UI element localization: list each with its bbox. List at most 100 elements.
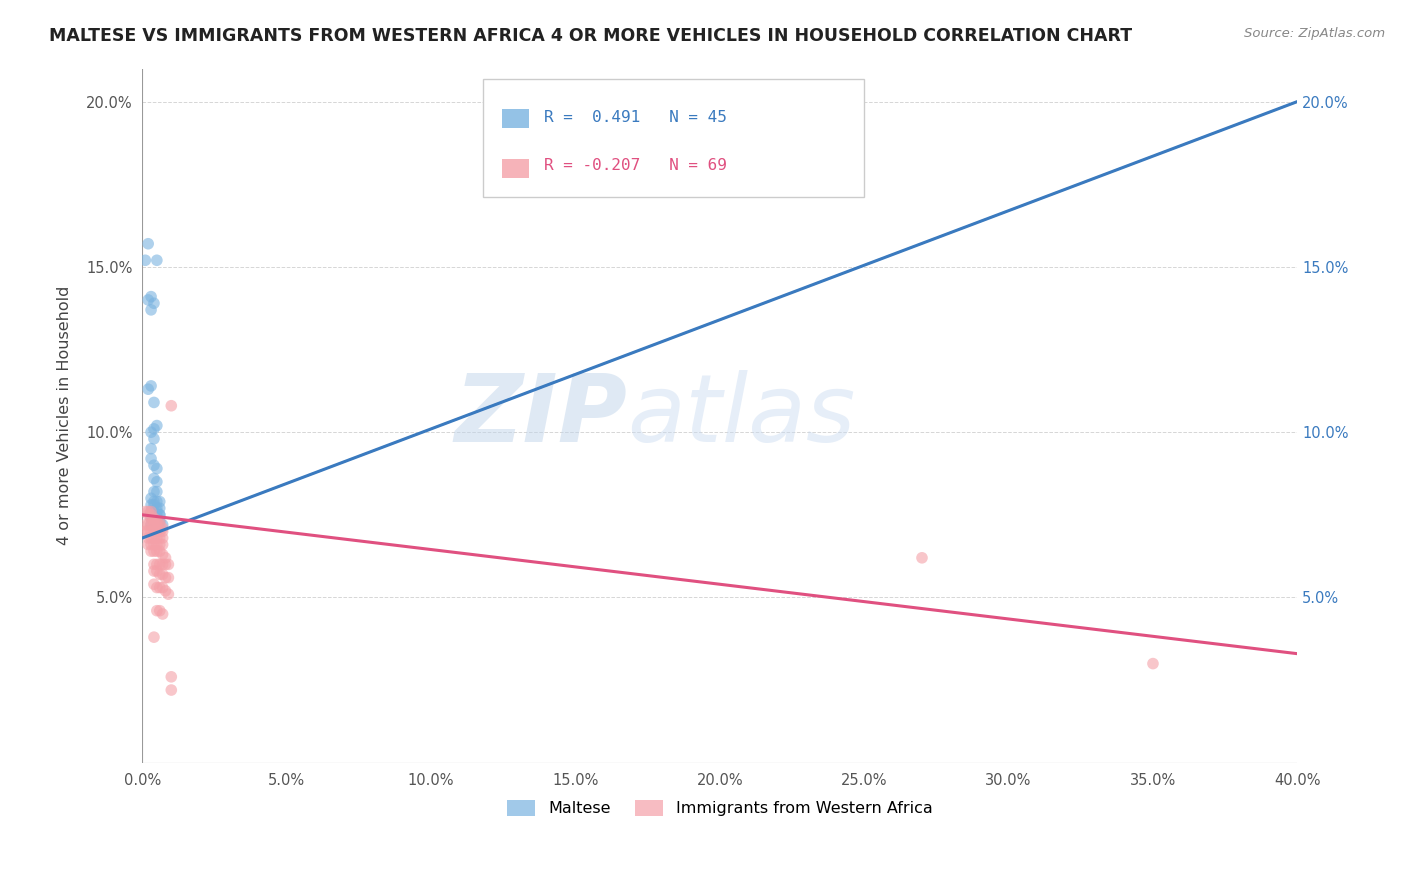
- Point: [146, 515, 169, 529]
- Text: MALTESE VS IMMIGRANTS FROM WESTERN AFRICA 4 OR MORE VEHICLES IN HOUSEHOLD CORREL: MALTESE VS IMMIGRANTS FROM WESTERN AFRIC…: [49, 27, 1132, 45]
- Point: [143, 538, 166, 552]
- Point: [139, 425, 162, 440]
- Point: [139, 524, 162, 539]
- Point: [146, 475, 169, 489]
- Point: [157, 558, 180, 572]
- Point: [149, 508, 172, 522]
- Point: [143, 471, 166, 485]
- Point: [136, 524, 159, 539]
- Point: [152, 531, 174, 545]
- Point: [146, 604, 169, 618]
- Point: [134, 253, 156, 268]
- Point: [146, 517, 169, 532]
- Point: [143, 564, 166, 578]
- Point: [139, 491, 162, 506]
- Point: [143, 494, 166, 508]
- Point: [143, 517, 166, 532]
- Point: [143, 508, 166, 522]
- Point: [149, 494, 172, 508]
- Point: [139, 544, 162, 558]
- Text: Source: ZipAtlas.com: Source: ZipAtlas.com: [1244, 27, 1385, 40]
- Point: [143, 511, 166, 525]
- Y-axis label: 4 or more Vehicles in Household: 4 or more Vehicles in Household: [58, 286, 72, 545]
- Text: R =  0.491   N = 45: R = 0.491 N = 45: [544, 111, 727, 126]
- Point: [139, 451, 162, 466]
- Point: [134, 517, 156, 532]
- Point: [143, 422, 166, 436]
- Point: [149, 538, 172, 552]
- Point: [139, 508, 162, 522]
- Point: [136, 236, 159, 251]
- Point: [146, 515, 169, 529]
- Point: [1142, 657, 1164, 671]
- Point: [139, 511, 162, 525]
- Point: [143, 524, 166, 539]
- Point: [152, 548, 174, 562]
- Point: [139, 290, 162, 304]
- Point: [149, 508, 172, 522]
- Point: [149, 515, 172, 529]
- Point: [152, 538, 174, 552]
- Point: [149, 558, 172, 572]
- Point: [155, 571, 177, 585]
- Point: [149, 567, 172, 582]
- Point: [143, 432, 166, 446]
- Text: atlas: atlas: [627, 370, 856, 461]
- Point: [738, 184, 761, 198]
- Point: [139, 442, 162, 456]
- FancyBboxPatch shape: [484, 78, 865, 197]
- Point: [160, 683, 183, 698]
- Point: [146, 418, 169, 433]
- Point: [143, 504, 166, 518]
- Point: [152, 558, 174, 572]
- Point: [146, 253, 169, 268]
- Point: [152, 521, 174, 535]
- Legend: Maltese, Immigrants from Western Africa: Maltese, Immigrants from Western Africa: [499, 792, 941, 824]
- Point: [155, 583, 177, 598]
- Text: ZIP: ZIP: [454, 369, 627, 462]
- Point: [143, 458, 166, 473]
- Point: [136, 531, 159, 545]
- Point: [134, 504, 156, 518]
- Point: [149, 524, 172, 539]
- Point: [155, 558, 177, 572]
- Point: [160, 670, 183, 684]
- Point: [149, 515, 172, 529]
- FancyBboxPatch shape: [502, 110, 529, 128]
- Point: [146, 581, 169, 595]
- Point: [143, 515, 166, 529]
- Point: [146, 484, 169, 499]
- Point: [146, 511, 169, 525]
- Point: [139, 508, 162, 522]
- Point: [152, 517, 174, 532]
- Point: [143, 484, 166, 499]
- Point: [143, 577, 166, 591]
- Point: [146, 517, 169, 532]
- Point: [149, 604, 172, 618]
- Point: [149, 581, 172, 595]
- Point: [146, 564, 169, 578]
- Point: [155, 550, 177, 565]
- Point: [136, 538, 159, 552]
- Point: [136, 382, 159, 396]
- Point: [136, 293, 159, 307]
- Point: [139, 302, 162, 317]
- Text: R = -0.207   N = 69: R = -0.207 N = 69: [544, 158, 727, 173]
- Point: [143, 544, 166, 558]
- Point: [157, 587, 180, 601]
- Point: [146, 501, 169, 516]
- Point: [152, 567, 174, 582]
- Point: [160, 399, 183, 413]
- Point: [149, 544, 172, 558]
- Point: [139, 538, 162, 552]
- Point: [157, 571, 180, 585]
- Point: [139, 517, 162, 532]
- Point: [152, 581, 174, 595]
- Point: [146, 508, 169, 522]
- Point: [149, 501, 172, 516]
- Point: [146, 538, 169, 552]
- Point: [139, 517, 162, 532]
- FancyBboxPatch shape: [502, 160, 529, 178]
- Point: [911, 550, 934, 565]
- Point: [136, 517, 159, 532]
